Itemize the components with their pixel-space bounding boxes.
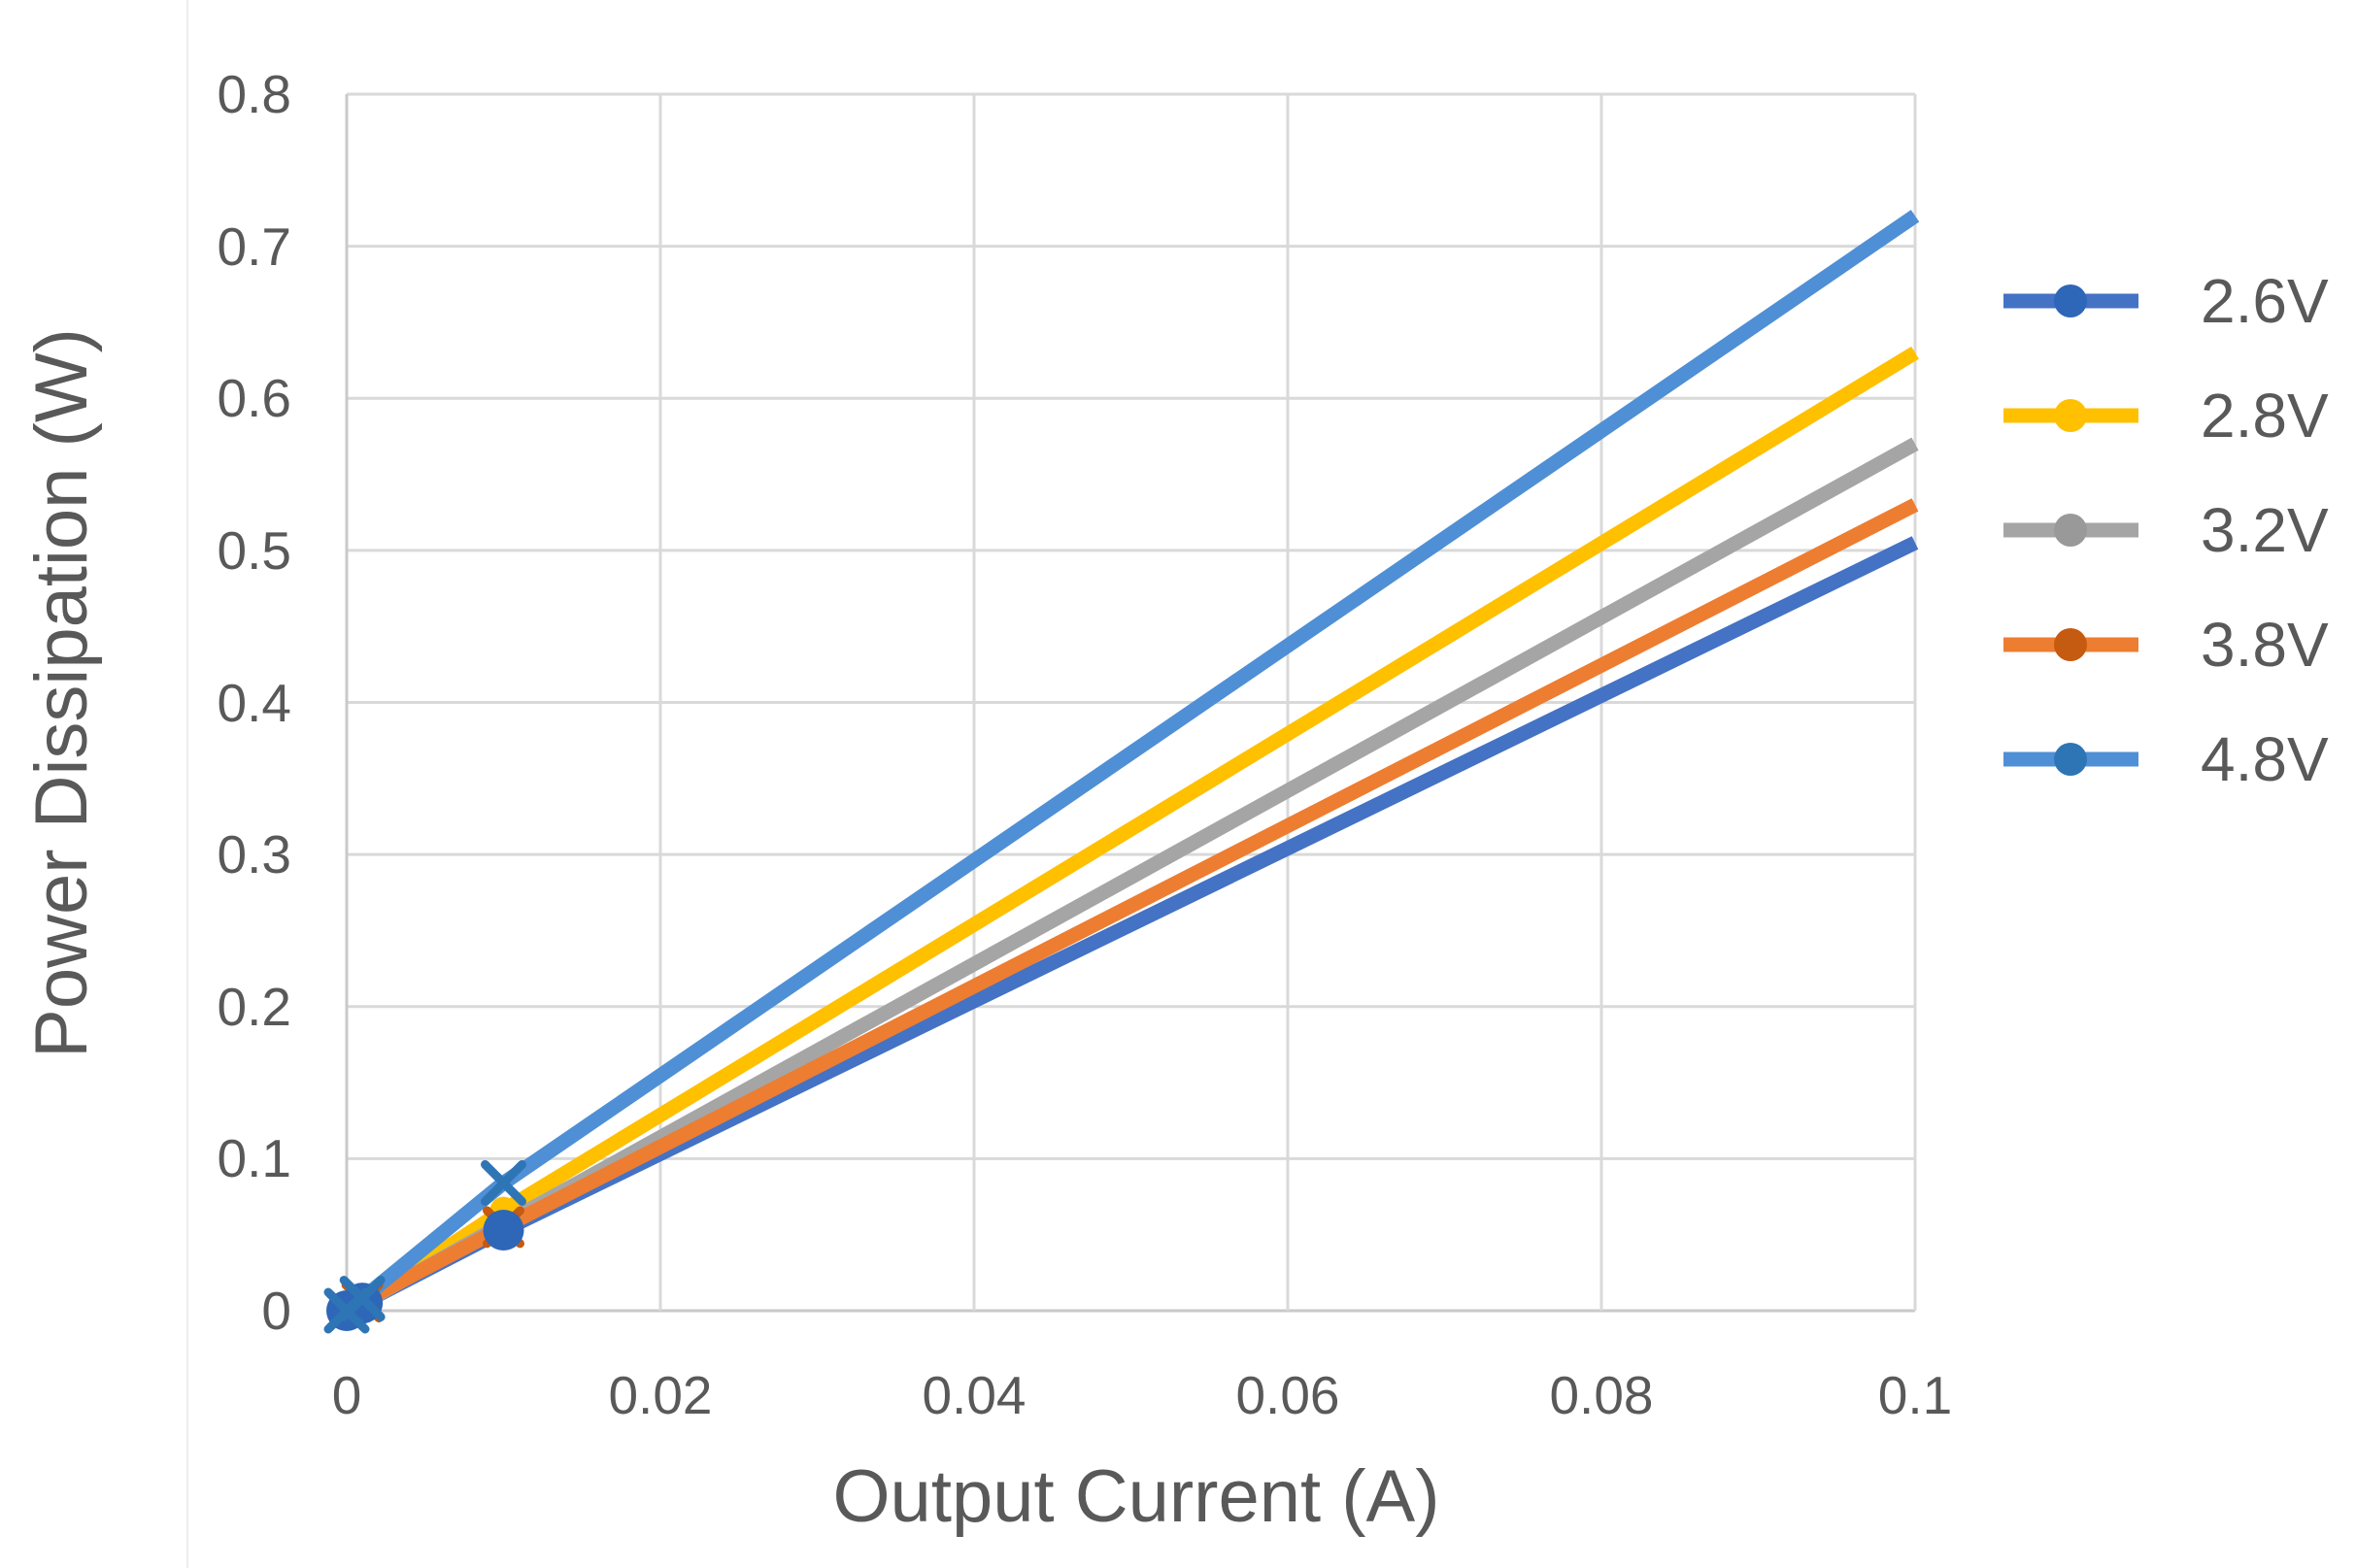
y-tick-label-0.2: 0.2	[217, 976, 291, 1037]
legend-marker-3.8V	[2003, 628, 2138, 661]
series-line-2.6V	[343, 536, 1919, 1318]
series-marker-4.8V	[481, 1159, 526, 1206]
legend-item-4.8V: 4.8V	[1997, 702, 2329, 817]
page-edge-line	[186, 0, 188, 1568]
series-line-2.8V	[343, 346, 1919, 1318]
x-axis-title: Output Current (A)	[832, 1455, 1440, 1538]
legend-marker-3.2V	[2003, 514, 2138, 547]
y-tick-label-0.3: 0.3	[217, 824, 291, 885]
series-line-4.8V	[342, 210, 1920, 1317]
legend-item-3.2V: 3.2V	[1997, 473, 2329, 587]
x-tick-label-0.04: 0.04	[922, 1365, 1027, 1425]
legend-item-3.8V: 3.8V	[1997, 587, 2329, 702]
series-marker-4.8V	[339, 1275, 386, 1321]
y-tick-label-0.8: 0.8	[217, 64, 291, 124]
y-tick-label-0.7: 0.7	[217, 216, 291, 277]
x-tick-label-0: 0	[331, 1365, 362, 1425]
legend-marker-2.8V	[2003, 399, 2138, 432]
legend-label-2.6V: 2.6V	[2201, 266, 2329, 336]
legend-marker-4.8V	[2003, 743, 2138, 776]
legend-item-2.6V: 2.6V	[1997, 244, 2329, 358]
x-tick-label-0.08: 0.08	[1549, 1365, 1654, 1425]
x-tick-label-0.1: 0.1	[1877, 1365, 1953, 1425]
legend-label-3.8V: 3.8V	[2201, 610, 2329, 680]
legend-label-3.2V: 3.2V	[2201, 495, 2329, 565]
y-axis-title: Power Dissipation (W)	[20, 328, 103, 1058]
legend-label-2.8V: 2.8V	[2201, 381, 2329, 450]
y-tick-label-0.1: 0.1	[217, 1128, 291, 1189]
legend-label-4.8V: 4.8V	[2201, 724, 2329, 794]
x-tick-label-0.06: 0.06	[1235, 1365, 1340, 1425]
legend: 2.6V 2.8V 3.2V 3.8V 4.8V	[1997, 244, 2329, 817]
y-tick-label-0.6: 0.6	[217, 368, 291, 429]
series-line-3.8V	[343, 498, 1919, 1318]
legend-marker-2.6V	[2003, 284, 2138, 317]
legend-item-2.8V: 2.8V	[1997, 358, 2329, 473]
y-tick-label-0.4: 0.4	[217, 672, 291, 733]
y-tick-label-0: 0	[261, 1281, 291, 1341]
series-marker-2.6V	[483, 1209, 524, 1251]
y-tick-label-0.5: 0.5	[217, 519, 291, 581]
x-tick-label-0.02: 0.02	[608, 1365, 713, 1425]
